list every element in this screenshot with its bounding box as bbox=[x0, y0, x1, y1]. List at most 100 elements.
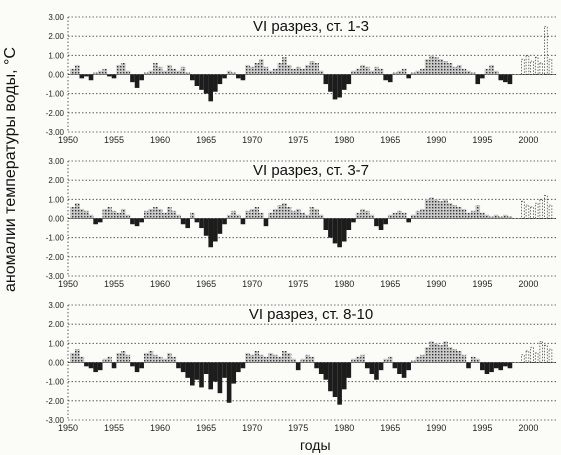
data-bar bbox=[309, 356, 315, 363]
data-bar bbox=[429, 197, 434, 219]
data-bar bbox=[420, 354, 425, 363]
data-bar bbox=[143, 210, 149, 219]
data-bar bbox=[539, 62, 543, 75]
data-bar bbox=[130, 362, 135, 367]
data-bar bbox=[410, 72, 416, 75]
data-bar bbox=[190, 212, 195, 219]
x-tick-label: 2000 bbox=[518, 279, 538, 289]
data-bar bbox=[249, 354, 255, 363]
data-bar bbox=[341, 218, 347, 242]
data-bar bbox=[314, 63, 319, 75]
data-bar bbox=[341, 362, 347, 390]
y-tick-label: 2.00 bbox=[48, 176, 64, 185]
data-bar bbox=[507, 216, 513, 219]
data-bar bbox=[498, 362, 504, 371]
data-bar bbox=[157, 356, 163, 363]
data-bar bbox=[166, 64, 172, 75]
data-bar bbox=[143, 352, 149, 363]
x-tick-label: 1960 bbox=[150, 423, 170, 433]
data-bar bbox=[360, 64, 365, 75]
data-bar bbox=[507, 362, 513, 369]
data-bar bbox=[548, 204, 553, 219]
y-tick-label: 1.00 bbox=[48, 339, 64, 348]
data-bar bbox=[443, 199, 448, 219]
data-bar bbox=[176, 70, 181, 75]
data-bar bbox=[415, 210, 421, 219]
data-bar bbox=[139, 362, 144, 369]
data-bar bbox=[74, 64, 80, 75]
x-tick-label: 1960 bbox=[150, 279, 170, 289]
data-bar bbox=[231, 210, 237, 219]
data-bar bbox=[263, 218, 269, 227]
data-bar bbox=[493, 214, 499, 219]
data-bar bbox=[272, 68, 278, 75]
panel-title: VI разрез, ст. 1-3 bbox=[253, 18, 369, 35]
data-bar bbox=[84, 210, 89, 219]
data-bar bbox=[401, 68, 407, 75]
data-bar bbox=[245, 64, 250, 75]
data-bar bbox=[530, 346, 534, 363]
data-bar bbox=[93, 72, 98, 75]
data-bar bbox=[249, 66, 255, 75]
data-bar bbox=[180, 66, 186, 75]
data-bar bbox=[97, 70, 103, 75]
data-bar bbox=[484, 68, 490, 75]
data-bar bbox=[392, 362, 398, 369]
data-bar bbox=[480, 74, 485, 79]
data-bar bbox=[180, 218, 186, 225]
data-bar bbox=[355, 356, 361, 363]
data-bar bbox=[328, 74, 333, 92]
data-bar bbox=[139, 74, 144, 81]
data-bar bbox=[374, 218, 379, 227]
data-bar bbox=[378, 68, 384, 75]
data-bar bbox=[309, 207, 315, 219]
data-bar bbox=[254, 63, 260, 75]
y-tick-label: 0.00 bbox=[48, 359, 64, 368]
data-bar bbox=[93, 362, 98, 373]
data-bar bbox=[525, 54, 530, 75]
data-bar bbox=[466, 362, 471, 369]
data-bar bbox=[88, 362, 94, 369]
y-tick-label: -2.00 bbox=[46, 109, 65, 118]
data-bar bbox=[240, 362, 246, 369]
data-bar bbox=[401, 212, 407, 219]
y-tick-label: 1.00 bbox=[48, 51, 64, 60]
data-bar bbox=[475, 358, 481, 363]
data-bar bbox=[521, 200, 525, 219]
x-tick-label: 1965 bbox=[380, 423, 400, 433]
data-bar bbox=[424, 59, 430, 75]
data-bar bbox=[438, 201, 444, 219]
data-bar bbox=[410, 360, 416, 363]
data-bar bbox=[79, 74, 85, 79]
data-bar bbox=[199, 74, 204, 90]
data-bar bbox=[539, 341, 543, 363]
data-bar bbox=[295, 208, 301, 219]
data-bar bbox=[461, 354, 467, 363]
data-bar bbox=[190, 362, 195, 386]
x-tick-label: 1975 bbox=[288, 279, 308, 289]
data-bar bbox=[447, 203, 453, 219]
data-bar bbox=[392, 72, 398, 75]
data-bar bbox=[130, 218, 135, 225]
x-tick-label: 1990 bbox=[426, 423, 446, 433]
data-bar bbox=[259, 354, 264, 363]
data-bar bbox=[534, 352, 539, 363]
data-bar bbox=[291, 68, 296, 75]
x-tick-label: 1975 bbox=[288, 135, 308, 145]
data-bar bbox=[240, 218, 246, 225]
data-bar bbox=[480, 212, 485, 219]
data-bar bbox=[111, 210, 117, 219]
data-bar bbox=[199, 362, 204, 388]
data-bar bbox=[176, 362, 181, 369]
data-bar bbox=[254, 207, 260, 219]
data-bar bbox=[383, 218, 388, 225]
x-tick-label: 1965 bbox=[196, 135, 216, 145]
y-tick-label: 3.00 bbox=[48, 301, 64, 310]
data-bar bbox=[217, 362, 223, 394]
data-bar bbox=[397, 362, 402, 374]
x-tick-label: 2000 bbox=[518, 135, 538, 145]
y-tick-label: -2.00 bbox=[46, 253, 65, 262]
data-bar bbox=[406, 362, 411, 371]
data-bar bbox=[341, 74, 347, 90]
data-bar bbox=[282, 351, 287, 363]
